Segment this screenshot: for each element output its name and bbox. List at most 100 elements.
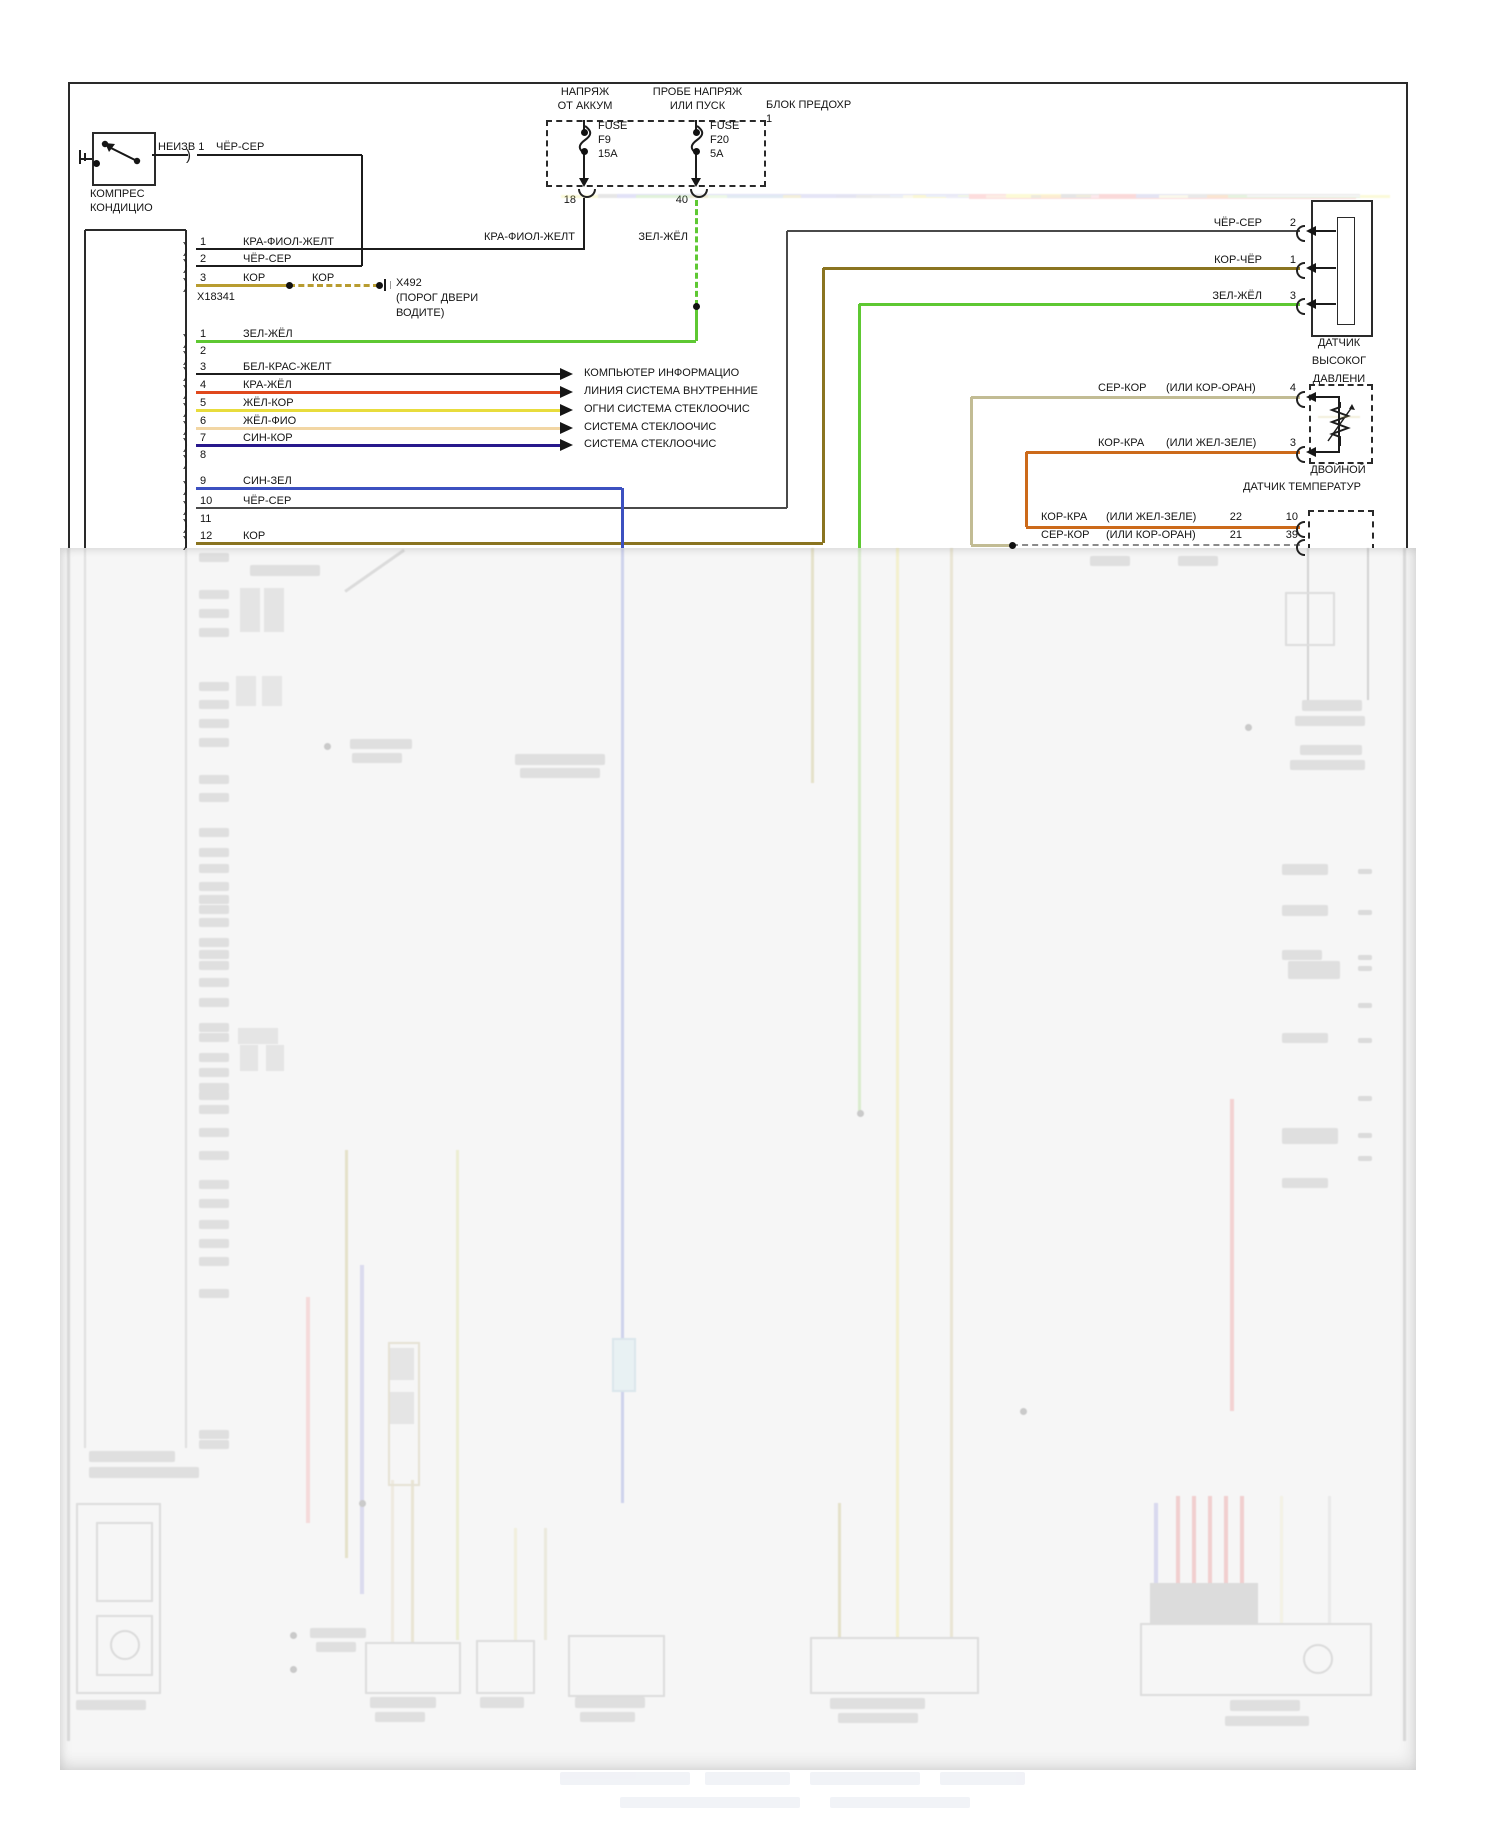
faded-pin-code <box>199 628 229 637</box>
wire-v <box>1240 1496 1244 1583</box>
pressure-sensor-inner <box>1337 217 1355 325</box>
faded-text-smudge <box>1302 700 1362 711</box>
faded-block <box>264 588 284 632</box>
faded-pin-code <box>199 864 229 873</box>
wire-h <box>197 154 362 156</box>
faded-block <box>365 1642 461 1694</box>
faded-pin-code <box>199 1199 229 1208</box>
faded-pin-code <box>199 1151 229 1160</box>
faded-pin-code <box>199 1180 229 1189</box>
faded-pin-code <box>199 1128 229 1137</box>
pin-number: 2 <box>200 345 207 357</box>
branch-pin-a: 21 <box>1229 529 1242 541</box>
faded-pin-code <box>199 905 229 914</box>
sensor-pin-number: 1 <box>1289 254 1296 266</box>
wire-v <box>185 548 187 1448</box>
connector-cup-icon <box>1296 262 1305 279</box>
wire-h <box>196 443 560 447</box>
wire-h <box>787 230 1300 232</box>
wire-h <box>708 194 1360 198</box>
faded-pin-code <box>199 1289 229 1298</box>
pin-wire-label: ЧЁР-СЕР <box>243 253 292 265</box>
wire-h <box>196 283 289 287</box>
faded-pin-code <box>199 1053 229 1062</box>
faded-block <box>240 1045 258 1071</box>
wire-h <box>1012 544 1300 546</box>
faded-pin-code <box>199 848 229 857</box>
x492-label: X492 <box>396 277 422 289</box>
wire-h <box>196 507 787 509</box>
sensor-pin-number: 3 <box>1289 437 1296 449</box>
wire-v <box>895 548 899 1637</box>
faded-pin-code <box>199 978 229 987</box>
faded-text-smudge <box>1282 1128 1338 1144</box>
footer-text-smudge <box>830 1797 970 1808</box>
wire-h <box>80 158 92 160</box>
pin-bracket: ) <box>183 401 188 418</box>
wire-h <box>913 194 1356 198</box>
wire-h <box>783 194 1360 198</box>
wire-h <box>727 194 1250 198</box>
sensor-wire-alt: (ИЛИ КОР-ОРАН) <box>1166 382 1256 394</box>
pin-wire-label: СИН-КОР <box>243 432 293 444</box>
fuse1-header-2: ОТ АККУМ <box>557 100 613 112</box>
faded-pin-code <box>199 895 229 904</box>
pin-number: 9 <box>200 475 207 487</box>
wire-h <box>1316 303 1336 305</box>
wire-v <box>620 488 624 548</box>
sensor-wire-label: ЧЁР-СЕР <box>1213 217 1262 229</box>
wire-h <box>1006 194 1356 198</box>
wire-h <box>971 543 1012 547</box>
switch-icon <box>101 140 141 165</box>
wire-h <box>1316 267 1336 269</box>
pin-bracket: ) <box>183 453 188 470</box>
faded-text-smudge <box>838 1713 918 1723</box>
faded-text-smudge <box>1282 864 1328 875</box>
faded-text-smudge <box>1295 716 1365 726</box>
faded-block <box>388 1342 420 1486</box>
wire-v <box>949 548 953 1637</box>
faded-pin-tick <box>1358 966 1372 971</box>
faded-text-smudge <box>370 1697 436 1708</box>
wire-v <box>84 230 86 548</box>
faded-pin-tick <box>1358 1133 1372 1138</box>
faded-text-smudge <box>1230 1700 1300 1711</box>
faded-pin-code <box>199 938 229 947</box>
pin-number: 2 <box>200 253 207 265</box>
junction-dot <box>692 147 700 155</box>
wire-v <box>66 548 70 1741</box>
junction-dot <box>285 281 293 289</box>
wire-v <box>1402 548 1406 1741</box>
wire-v <box>513 1528 517 1640</box>
wire-v <box>389 281 391 289</box>
wire-h <box>890 195 1360 197</box>
connector-cup-icon <box>1296 225 1305 242</box>
pin-number: 10 <box>200 495 213 507</box>
faded-pin-code <box>199 998 229 1007</box>
pin-bracket: ) <box>183 240 188 257</box>
branch-pin-b: 10 <box>1285 511 1298 523</box>
fuse-block-box <box>546 120 766 187</box>
wire-h <box>196 390 560 394</box>
pin-wire-label: ЧЁР-СЕР <box>243 495 292 507</box>
wire-h <box>1136 194 1356 198</box>
wire-h <box>859 302 1300 306</box>
wire-h <box>1076 195 1360 197</box>
wire-h <box>856 194 1360 198</box>
wire-h <box>823 266 1300 270</box>
faded-pin-code <box>199 590 229 599</box>
faded-text-smudge <box>316 1642 356 1652</box>
wire-v <box>185 230 187 548</box>
wire-h <box>690 194 1360 198</box>
pressure-sensor-label-1: ДАТЧИК <box>1317 337 1361 349</box>
pin-bracket: ) <box>183 499 188 516</box>
sensor-wire-label: КОР-КРА <box>1098 437 1145 449</box>
wire-h <box>196 373 560 375</box>
wire-v <box>361 155 363 266</box>
branch-wire-label: СЕР-КОР <box>1041 529 1090 541</box>
faded-text-smudge <box>575 1697 645 1708</box>
branch-pin-a: 22 <box>1229 511 1242 523</box>
junction-dot <box>1244 723 1252 731</box>
pin-wire-label: ЗЕЛ-ЖЁЛ <box>243 328 293 340</box>
wire-v <box>344 1150 348 1558</box>
